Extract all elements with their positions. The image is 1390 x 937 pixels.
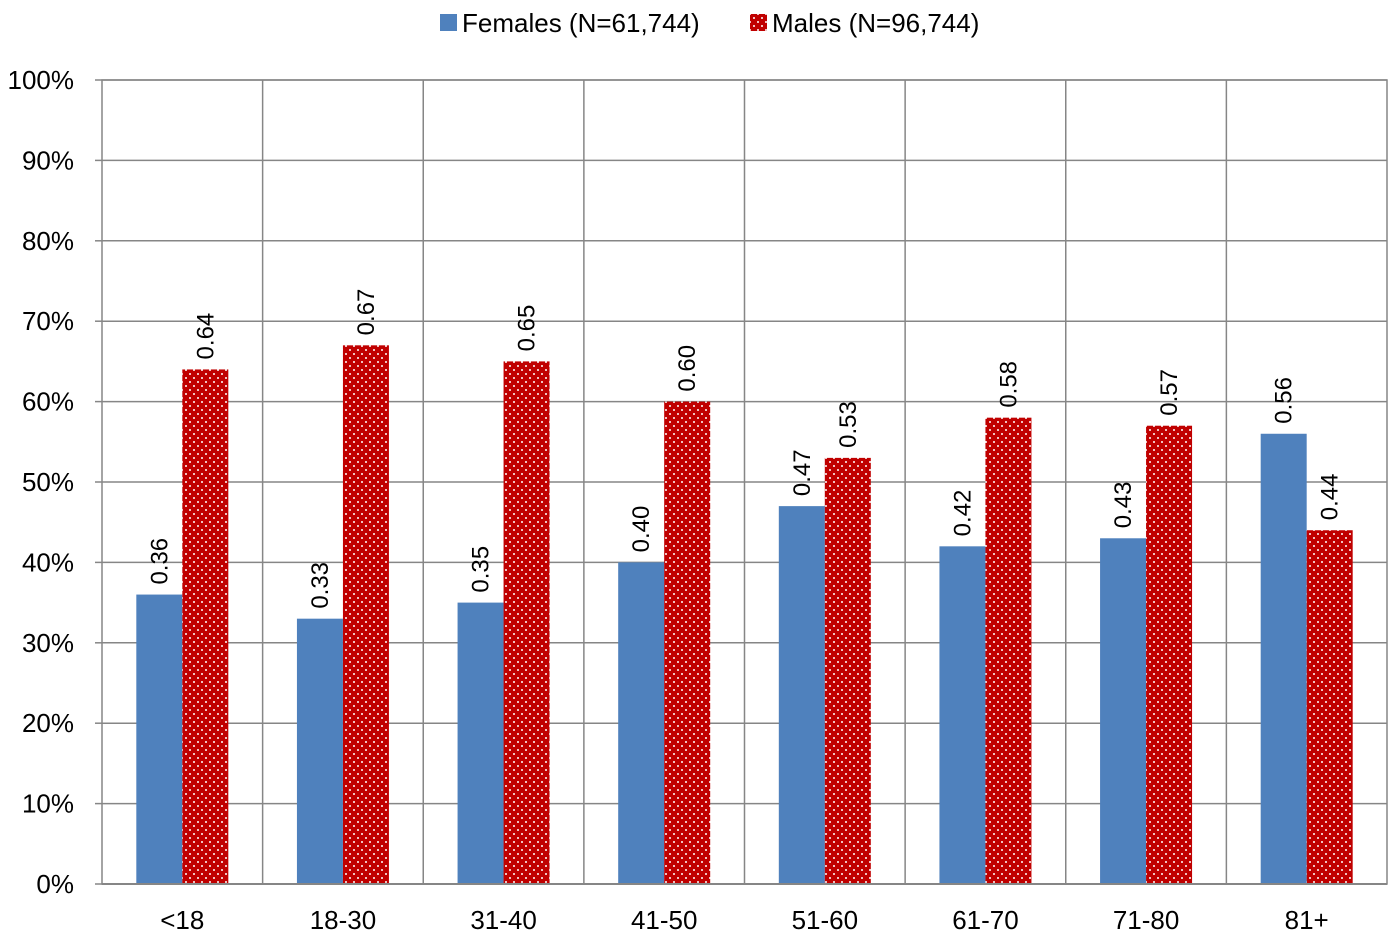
data-label: 0.42 bbox=[949, 490, 976, 537]
male-bar bbox=[1146, 425, 1193, 884]
y-tick-label: 80% bbox=[22, 226, 74, 256]
x-axis: <18 18-30 31-40 41-50 51-60 61-70 71-80 81+ bbox=[102, 883, 1387, 935]
female-bar bbox=[1260, 433, 1307, 884]
x-tick-label: 81+ bbox=[1285, 905, 1329, 935]
male-bar bbox=[503, 361, 550, 884]
male-bar bbox=[985, 417, 1032, 884]
x-tick-label: <18 bbox=[160, 905, 204, 935]
male-bar bbox=[182, 369, 229, 884]
y-tick-label: 50% bbox=[22, 467, 74, 497]
y-tick-label: 10% bbox=[22, 789, 74, 819]
data-label: 0.53 bbox=[835, 401, 862, 448]
data-label: 0.36 bbox=[146, 538, 173, 585]
y-tick-label: 100% bbox=[8, 65, 75, 95]
data-labels: 0.36 0.64 0.33 0.67 0.35 0.65 0.40 0.60 0.47 0.53… bbox=[146, 289, 1343, 609]
male-bar bbox=[1306, 530, 1353, 884]
data-label: 0.64 bbox=[192, 313, 219, 360]
x-tick-label: 71-80 bbox=[1113, 905, 1180, 935]
y-tick-label: 90% bbox=[22, 145, 74, 175]
data-label: 0.60 bbox=[674, 345, 701, 392]
data-label: 0.65 bbox=[514, 305, 541, 352]
female-bar bbox=[618, 562, 665, 884]
female-bar bbox=[778, 506, 825, 884]
male-bar bbox=[342, 345, 389, 884]
male-bar bbox=[664, 401, 711, 884]
gridlines bbox=[101, 79, 1388, 885]
x-tick-label: 41-50 bbox=[631, 905, 698, 935]
y-tick-label: 0% bbox=[36, 869, 74, 899]
x-tick-label: 61-70 bbox=[952, 905, 1019, 935]
female-bar bbox=[296, 618, 343, 884]
legend-label-females: Females (N=61,744) bbox=[462, 8, 700, 38]
female-bar bbox=[1100, 538, 1147, 884]
legend-label-males: Males (N=96,744) bbox=[772, 8, 979, 38]
data-label: 0.56 bbox=[1271, 377, 1298, 424]
female-bar bbox=[457, 602, 504, 884]
data-label: 0.58 bbox=[995, 361, 1022, 408]
female-bar bbox=[939, 546, 986, 884]
data-label: 0.47 bbox=[789, 449, 816, 496]
data-label: 0.43 bbox=[1110, 482, 1137, 529]
data-label: 0.33 bbox=[307, 562, 334, 609]
y-tick-label: 20% bbox=[22, 708, 74, 738]
data-label: 0.67 bbox=[353, 289, 380, 336]
male-bar bbox=[824, 457, 871, 884]
x-tick-label: 18-30 bbox=[310, 905, 377, 935]
x-tick-label: 31-40 bbox=[470, 905, 537, 935]
y-tick-label: 40% bbox=[22, 547, 74, 577]
y-tick-label: 70% bbox=[22, 306, 74, 336]
bars bbox=[136, 345, 1353, 884]
data-label: 0.35 bbox=[468, 546, 495, 593]
y-tick-label: 30% bbox=[22, 628, 74, 658]
data-label: 0.57 bbox=[1156, 369, 1183, 416]
legend-swatch-males bbox=[750, 14, 767, 31]
x-tick-label: 51-60 bbox=[792, 905, 859, 935]
data-label: 0.44 bbox=[1317, 474, 1344, 521]
data-label: 0.40 bbox=[628, 506, 655, 553]
legend-swatch-females bbox=[440, 14, 457, 31]
legend: Females (N=61,744) Males (N=96,744) bbox=[440, 8, 979, 38]
female-bar bbox=[136, 594, 183, 884]
y-tick-label: 60% bbox=[22, 387, 74, 417]
y-axis: 0% 10% 20% 30% 40% 50% 60% 70% 80% 90% 100% bbox=[8, 65, 102, 899]
